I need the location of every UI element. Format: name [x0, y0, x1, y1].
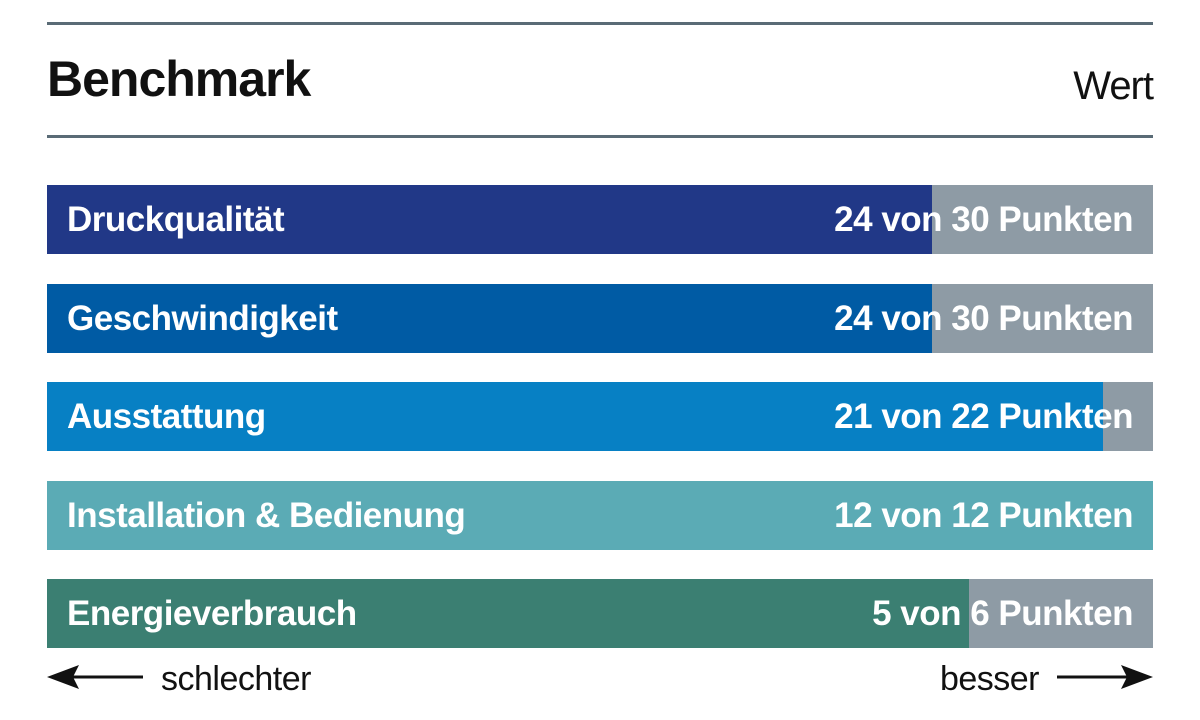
bar-row: Energieverbrauch 5 von 6 Punkten: [47, 579, 1153, 648]
bar-score-label: 24 von 30 Punkten: [834, 299, 1133, 338]
bar-category-label: Energieverbrauch: [67, 594, 357, 633]
header-divider: [47, 135, 1153, 138]
worse-label: schlechter: [161, 660, 311, 698]
bar-fill: [47, 185, 932, 254]
bar-score-label: 24 von 30 Punkten: [834, 200, 1133, 239]
bar-fill: [47, 481, 1153, 550]
bar-category-label: Ausstattung: [67, 397, 266, 436]
better-label: besser: [939, 660, 1040, 698]
bar-row: Geschwindigkeit 24 von 30 Punkten: [47, 284, 1153, 353]
bar-score-label: 5 von 6 Punkten: [872, 594, 1133, 633]
bar-row: Ausstattung 21 von 22 Punkten: [47, 382, 1153, 451]
bar-score-label: 12 von 12 Punkten: [834, 496, 1133, 535]
bar-fill: [47, 284, 932, 353]
bar-row: Druckqualität 24 von 30 Punkten: [47, 185, 1153, 254]
bar-category-label: Druckqualität: [67, 200, 285, 239]
bar-fill: [47, 382, 1103, 451]
arrow-right-icon: [1057, 665, 1153, 689]
bar-fill: [47, 579, 969, 648]
top-divider: [47, 22, 1153, 25]
value-column-header: Wert: [1073, 64, 1154, 108]
bar-score-label: 21 von 22 Punkten: [834, 397, 1133, 436]
bar-category-label: Geschwindigkeit: [67, 299, 338, 338]
bar-category-label: Installation & Bedienung: [67, 496, 466, 535]
bar-row: Installation & Bedienung 12 von 12 Punkte…: [47, 481, 1153, 550]
arrow-left-icon: [47, 665, 143, 689]
chart-title: Benchmark: [47, 51, 311, 107]
direction-legend: schlechter besser: [47, 660, 1153, 704]
